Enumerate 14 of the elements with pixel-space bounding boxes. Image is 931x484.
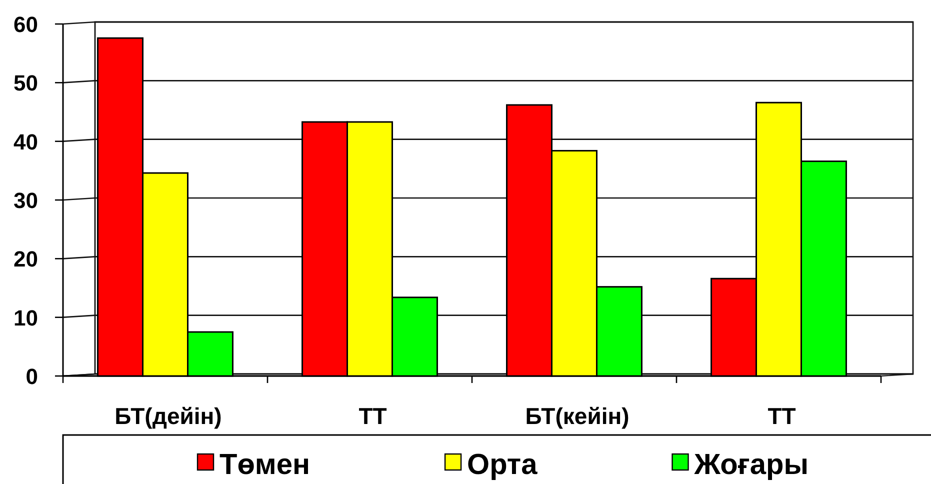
x-tick-label: БТ(дейін) — [114, 403, 222, 429]
x-tick-label: БТ(кейін) — [525, 403, 630, 429]
x-tick-label: ТТ — [768, 403, 796, 429]
y-tick-label: 50 — [14, 70, 38, 96]
legend-label: Төмен — [220, 449, 310, 481]
y-tick-label: 30 — [14, 188, 38, 213]
y-tick-label: 10 — [14, 305, 38, 330]
y-tick-label: 0 — [26, 364, 38, 389]
y-tick-label: 20 — [14, 246, 38, 272]
y-tick-label: 40 — [14, 129, 38, 154]
legend-label: Орта — [467, 449, 538, 481]
y-tick-label: 60 — [14, 12, 38, 37]
legend-label: Жоғары — [693, 449, 808, 481]
x-tick-label: ТТ — [358, 403, 387, 429]
